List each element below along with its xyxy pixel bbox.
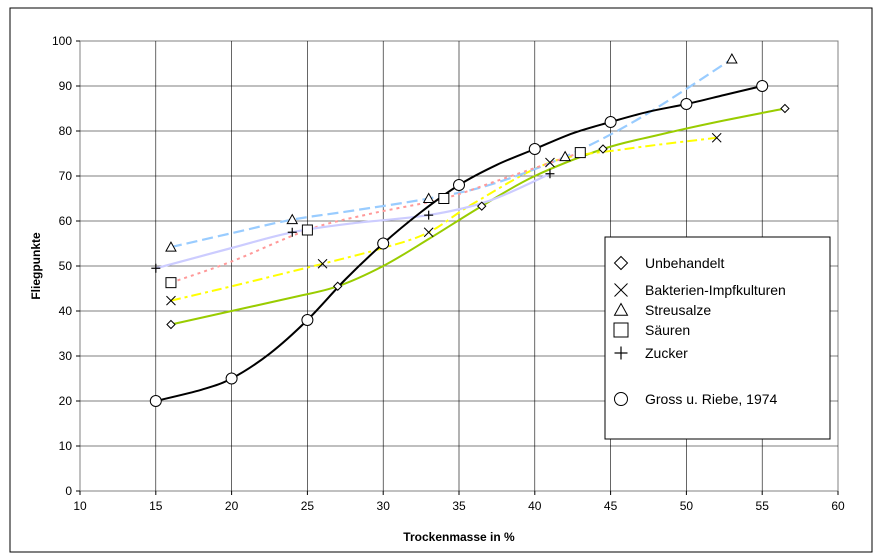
y-tick-label: 90 — [59, 79, 73, 93]
data-point-plus — [424, 210, 434, 220]
y-tick-label: 20 — [59, 394, 73, 408]
y-axis-title: Fliegpunkte — [29, 232, 43, 300]
data-point-square — [301, 224, 313, 236]
data-point-circle — [301, 314, 314, 326]
data-point-x — [545, 157, 555, 168]
y-tick-label: 10 — [59, 439, 73, 453]
data-point-x — [711, 132, 722, 143]
data-point-x — [317, 258, 328, 269]
legend-label: Zucker — [645, 345, 688, 361]
x-tick-label: 15 — [149, 499, 163, 513]
data-point-diamond — [333, 281, 343, 291]
x-tick-labels: 10 15 20 25 30 35 40 45 50 55 60 — [73, 499, 845, 513]
data-point-diamond — [166, 319, 176, 330]
data-point-circle — [604, 116, 617, 128]
series-line-3 — [170, 151, 581, 284]
legend-label: Gross u. Riebe, 1974 — [645, 391, 778, 407]
data-point-diamond — [477, 201, 487, 211]
data-point-plus — [151, 263, 161, 273]
data-point-triangle — [559, 150, 571, 162]
x-tick-label: 10 — [73, 499, 87, 513]
data-point-circle — [680, 98, 693, 110]
data-point-triangle — [422, 192, 435, 203]
x-tick-label: 25 — [301, 499, 315, 513]
y-tick-label: 40 — [59, 304, 73, 318]
y-tick-label: 100 — [52, 34, 72, 48]
legend-symbol-circle — [614, 392, 628, 406]
x-tick-label: 35 — [452, 499, 466, 513]
data-point-circle — [225, 372, 238, 385]
legend-symbol-plus — [614, 346, 628, 360]
y-tick-label: 0 — [65, 484, 72, 498]
legend: Unbehandelt Bakterien-Impfkulturen Streusa… — [604, 236, 831, 440]
y-tick-label: 50 — [59, 259, 73, 273]
data-point-triangle — [726, 52, 738, 64]
data-point-square — [165, 277, 177, 289]
series-line-0 — [170, 107, 786, 326]
x-axis-title: Trockenmasse in % — [403, 530, 515, 544]
x-tick-label: 50 — [680, 499, 694, 513]
y-tick-label: 70 — [59, 169, 73, 183]
data-point-diamond — [780, 103, 790, 114]
y-tick-label: 60 — [59, 214, 73, 228]
y-tick-label: 30 — [59, 349, 73, 363]
data-point-triangle — [286, 213, 299, 225]
legend-label: Bakterien-Impfkulturen — [645, 282, 786, 298]
legend-symbol-triangle — [613, 302, 629, 316]
data-point-circle — [149, 395, 162, 407]
data-point-circle — [528, 143, 541, 155]
legend-label: Streusalze — [645, 302, 711, 318]
data-point-diamond — [598, 144, 608, 154]
x-tick-label: 55 — [756, 499, 770, 513]
x-tick-label: 20 — [225, 499, 239, 513]
y-tick-labels: 0 10 20 30 40 50 60 70 80 90 100 — [52, 34, 72, 498]
x-tick-label: 30 — [377, 499, 391, 513]
x-tick-label: 60 — [831, 499, 845, 513]
series-line-1 — [170, 136, 717, 302]
x-tick-label: 45 — [604, 499, 618, 513]
data-point-circle — [756, 80, 769, 92]
data-point-square — [574, 147, 586, 159]
legend-symbol-diamond — [613, 255, 629, 271]
data-point-triangle — [165, 241, 177, 252]
x-tick-label: 40 — [528, 499, 542, 513]
y-tick-label: 80 — [59, 124, 73, 138]
data-point-square — [438, 193, 450, 204]
series-line-4 — [155, 172, 551, 270]
data-point-circle — [377, 237, 390, 250]
data-point-plus — [545, 169, 555, 179]
data-point-circle — [453, 179, 465, 191]
legend-symbol-square — [613, 322, 629, 338]
data-point-plus — [287, 227, 297, 237]
legend-label: Unbehandelt — [645, 255, 725, 271]
legend-box — [604, 236, 831, 440]
legend-symbol-x — [614, 283, 628, 297]
data-point-x — [423, 227, 434, 238]
data-point-x — [166, 295, 176, 306]
series-markers — [149, 52, 790, 407]
legend-label: Säuren — [645, 322, 690, 338]
